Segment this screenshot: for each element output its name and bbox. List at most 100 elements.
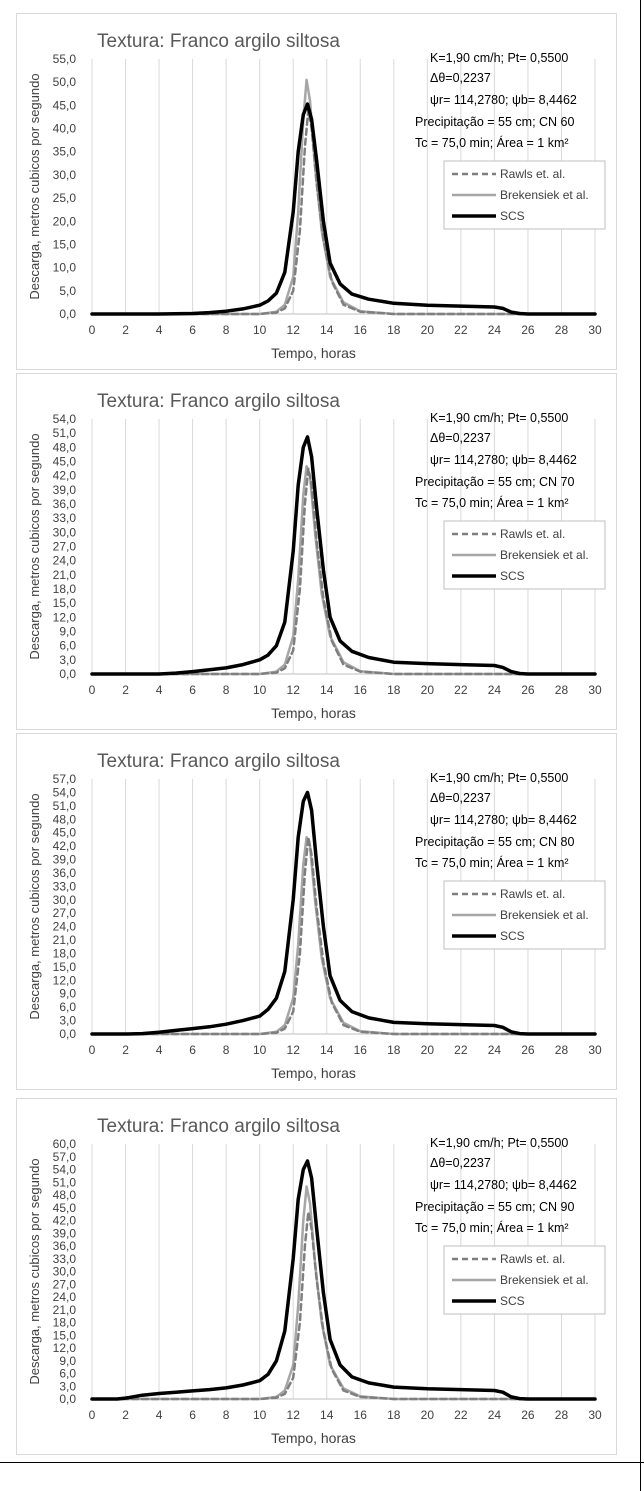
parameter-annotation: Tc = 75,0 min; Área = 1 km² [415, 855, 569, 870]
chart-panel-3: Textura: Franco argilo siltosa 0 2 4 6 8 10 12 1… [16, 733, 617, 1090]
x-tick-label: 24 [488, 1408, 502, 1422]
y-tick-label: 24,0 [53, 1290, 77, 1304]
parameter-annotation: Precipitação = 55 cm; CN 70 [415, 475, 574, 489]
series-line-0 [90, 835, 597, 1036]
chart-panel-4: Textura: Franco argilo siltosa 0 2 4 6 8 10 12 1… [16, 1098, 617, 1455]
y-tick-label: 15,0 [53, 596, 77, 610]
x-tick-label: 6 [189, 683, 196, 697]
x-tick-label: 14 [320, 683, 334, 697]
y-tick-label: 0,0 [59, 1392, 76, 1406]
y-tick-label: 21,0 [53, 1303, 77, 1317]
y-tick-label: 3,0 [59, 653, 76, 667]
x-tick-label: 16 [354, 1043, 368, 1057]
x-tick-label: 26 [521, 683, 535, 697]
y-tick-label: 42,0 [53, 469, 77, 483]
x-tick-label: 22 [454, 1043, 468, 1057]
x-tick-label: 10 [253, 683, 267, 697]
parameter-annotation: Precipitação = 55 cm; CN 80 [415, 835, 574, 849]
y-tick-label: 21,0 [53, 933, 77, 947]
y-tick-label: 27,0 [53, 540, 77, 554]
x-tick-label: 12 [287, 683, 301, 697]
legend-label: Rawls et. al. [500, 887, 565, 901]
y-tick-label: 24,0 [53, 554, 77, 568]
legend-label: SCS [500, 569, 525, 583]
y-tick-label: 55,0 [53, 52, 77, 66]
y-tick-label: 27,0 [53, 906, 77, 920]
x-tick-label: 24 [488, 683, 502, 697]
x-tick-label: 28 [555, 1408, 569, 1422]
y-tick-label: 15,0 [53, 237, 77, 251]
y-tick-label: 33,0 [53, 511, 77, 525]
x-tick-label: 2 [122, 1408, 129, 1422]
series-line-1 [90, 78, 597, 316]
legend-label: Brekensiek et al. [500, 908, 589, 922]
x-tick-label: 22 [454, 683, 468, 697]
series-line-0 [90, 467, 597, 676]
series-line-2 [90, 435, 597, 676]
y-tick-label: 24,0 [53, 920, 77, 934]
x-tick-label: 24 [488, 323, 502, 337]
parameter-annotation: Tc = 75,0 min; Área = 1 km² [415, 135, 569, 150]
y-tick-label: 33,0 [53, 879, 77, 893]
x-tick-label: 0 [89, 1408, 96, 1422]
x-axis-title: Tempo, horas [271, 1065, 356, 1081]
y-tick-label: 48,0 [53, 1188, 77, 1202]
x-tick-label: 6 [189, 323, 196, 337]
x-tick-label: 26 [521, 323, 535, 337]
x-tick-label: 10 [253, 323, 267, 337]
x-tick-label: 4 [156, 1408, 163, 1422]
x-tick-label: 20 [421, 1043, 435, 1057]
y-tick-label: 39,0 [53, 483, 77, 497]
x-tick-label: 0 [89, 1043, 96, 1057]
x-tick-label: 18 [387, 683, 401, 697]
x-tick-label: 8 [223, 683, 230, 697]
x-tick-label: 4 [156, 683, 163, 697]
y-tick-label: 6,0 [59, 1000, 76, 1014]
y-tick-label: 50,0 [53, 75, 77, 89]
x-tick-label: 16 [354, 683, 368, 697]
parameter-annotation: ψr= 114,2780; ψb= 8,4462 [430, 813, 577, 827]
x-tick-label: 20 [421, 323, 435, 337]
x-tick-label: 4 [156, 323, 163, 337]
y-tick-label: 51,0 [53, 426, 77, 440]
parameter-annotation: K=1,90 cm/h; Pt= 0,5500 [430, 51, 568, 65]
y-tick-label: 9,0 [59, 1354, 76, 1368]
x-axis-title: Tempo, horas [271, 1430, 356, 1446]
y-tick-label: 3,0 [59, 1014, 76, 1028]
y-tick-label: 54,0 [53, 412, 77, 426]
parameter-annotation: Precipitação = 55 cm; CN 90 [415, 1200, 574, 1214]
x-tick-label: 30 [588, 323, 602, 337]
parameter-annotation: K=1,90 cm/h; Pt= 0,5500 [430, 411, 568, 425]
x-tick-label: 8 [223, 1408, 230, 1422]
page-bottom-rule [0, 1462, 644, 1463]
y-tick-label: 42,0 [53, 1214, 77, 1228]
y-tick-label: 3,0 [59, 1379, 76, 1393]
legend-label: Rawls et. al. [500, 1252, 565, 1266]
x-axis-title: Tempo, horas [271, 345, 356, 361]
y-tick-label: 15,0 [53, 960, 77, 974]
y-tick-label: 30,0 [53, 168, 77, 182]
legend-label: SCS [500, 1294, 525, 1308]
x-tick-label: 6 [189, 1043, 196, 1057]
y-tick-label: 30,0 [53, 1265, 77, 1279]
x-tick-label: 0 [89, 683, 96, 697]
y-tick-label: 27,0 [53, 1277, 77, 1291]
y-tick-label: 36,0 [53, 497, 77, 511]
y-tick-label: 0,0 [59, 307, 76, 321]
x-tick-label: 30 [588, 1043, 602, 1057]
y-axis-title: Descarga, metros cubicos por segundo [27, 1158, 42, 1384]
x-tick-label: 28 [555, 683, 569, 697]
y-axis-title: Descarga, metros cubicos por segundo [27, 433, 42, 659]
y-axis-title: Descarga, metros cubicos por segundo [27, 73, 42, 299]
parameter-annotation: ψr= 114,2780; ψb= 8,4462 [430, 453, 577, 467]
legend-label: Brekensiek et al. [500, 188, 589, 202]
y-tick-label: 5,0 [59, 284, 76, 298]
x-tick-label: 12 [287, 1043, 301, 1057]
y-tick-label: 18,0 [53, 582, 77, 596]
y-tick-label: 57,0 [53, 1150, 77, 1164]
x-tick-label: 18 [387, 1408, 401, 1422]
